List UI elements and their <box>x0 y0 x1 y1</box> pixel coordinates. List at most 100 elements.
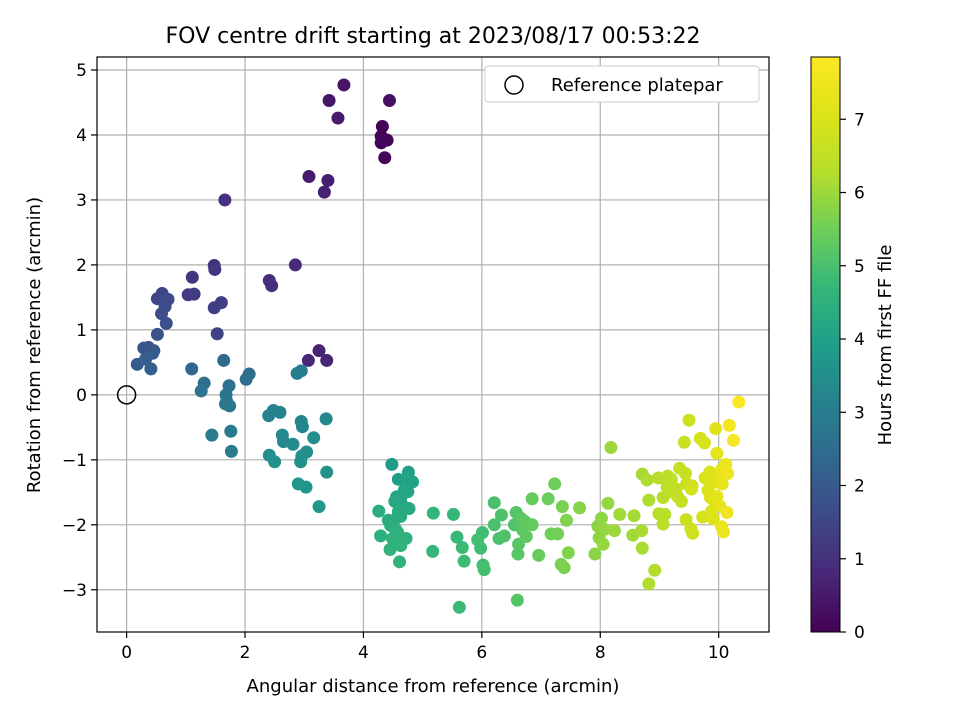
y-tick-label: −1 <box>62 451 87 471</box>
y-tick-label: −2 <box>62 516 87 536</box>
data-point <box>294 455 308 469</box>
data-point <box>635 541 649 555</box>
colorbar-ticks: 0 1 2 3 4 5 6 7 <box>840 110 865 643</box>
data-point <box>185 270 199 284</box>
data-point <box>307 431 321 445</box>
y-tick-label: 2 <box>76 256 87 276</box>
y-tick-label: 1 <box>76 321 87 341</box>
y-tick-label: 3 <box>76 191 87 211</box>
data-point <box>224 444 238 458</box>
data-point <box>560 513 574 527</box>
data-point <box>627 509 641 523</box>
plot-background <box>97 57 769 632</box>
data-point <box>658 507 672 521</box>
data-point <box>321 173 335 187</box>
data-point <box>426 506 440 520</box>
data-point <box>525 492 539 506</box>
colorbar-label: Hours from first FF file <box>875 245 896 446</box>
data-point <box>594 511 608 525</box>
data-point <box>715 477 729 491</box>
data-point <box>726 433 740 447</box>
colorbar-tick-label: 2 <box>854 477 865 497</box>
data-point <box>382 94 396 108</box>
data-point <box>224 424 238 438</box>
data-point <box>294 364 308 378</box>
data-point <box>385 457 399 471</box>
data-point <box>541 492 555 506</box>
data-point <box>710 446 724 460</box>
data-point <box>317 185 331 199</box>
legend: Reference platepar <box>484 65 760 103</box>
data-point <box>510 593 524 607</box>
data-point <box>446 507 460 521</box>
data-points <box>130 78 746 614</box>
y-axis-ticks: −3 −2 −1 0 1 2 3 4 5 <box>62 61 97 601</box>
data-point <box>406 475 420 489</box>
plot-area <box>96 56 770 633</box>
data-point <box>144 362 158 376</box>
plot-frame <box>96 56 770 633</box>
data-point <box>383 542 397 556</box>
x-tick-label: 4 <box>358 643 369 663</box>
data-point <box>642 577 656 591</box>
data-point <box>607 524 621 538</box>
data-point <box>375 120 389 134</box>
data-point <box>596 537 610 551</box>
x-tick-label: 10 <box>708 643 730 663</box>
data-point <box>604 440 618 454</box>
colorbar-tick-label: 5 <box>854 257 865 277</box>
data-point <box>312 500 326 514</box>
data-point <box>555 500 569 514</box>
data-point <box>588 547 602 561</box>
data-point <box>372 504 386 518</box>
data-point <box>401 485 415 499</box>
data-point <box>194 384 208 398</box>
data-point <box>205 428 219 442</box>
y-tick-label: 5 <box>76 61 87 81</box>
data-point <box>573 501 587 515</box>
data-point <box>677 435 691 449</box>
data-point <box>732 395 746 409</box>
data-point <box>487 496 501 510</box>
data-point <box>709 422 723 436</box>
data-point <box>320 465 334 479</box>
legend-box <box>484 65 760 103</box>
data-point <box>525 518 539 532</box>
reference-platepar-marker <box>116 385 137 405</box>
data-point <box>455 541 469 555</box>
data-point <box>561 546 575 560</box>
x-tick-label: 2 <box>240 643 251 663</box>
data-point <box>393 555 407 569</box>
data-point <box>239 372 253 386</box>
data-point <box>548 477 562 491</box>
data-point <box>210 327 224 341</box>
data-point <box>721 466 735 480</box>
data-point <box>185 362 199 376</box>
legend-reference-marker <box>504 75 524 95</box>
data-point <box>457 554 471 568</box>
data-point <box>331 111 345 125</box>
colorbar-tick-label: 4 <box>854 330 865 350</box>
data-point <box>301 353 315 367</box>
data-point <box>394 539 408 553</box>
data-point <box>288 258 302 272</box>
data-point <box>532 548 546 562</box>
data-point <box>273 405 287 419</box>
data-point <box>155 307 169 321</box>
data-point <box>378 151 392 165</box>
data-point <box>519 529 533 543</box>
data-point <box>150 327 164 341</box>
data-point <box>452 600 466 614</box>
data-point <box>214 296 228 310</box>
y-tick-label: 4 <box>76 126 87 146</box>
data-point <box>682 413 696 427</box>
data-point <box>268 455 282 469</box>
data-point <box>337 78 351 92</box>
x-tick-label: 8 <box>595 643 606 663</box>
colorbar-tick-label: 1 <box>854 550 865 570</box>
x-tick-label: 6 <box>476 643 487 663</box>
colorbar-tick-label: 0 <box>854 623 865 643</box>
data-point <box>320 353 334 367</box>
data-point <box>487 518 501 532</box>
